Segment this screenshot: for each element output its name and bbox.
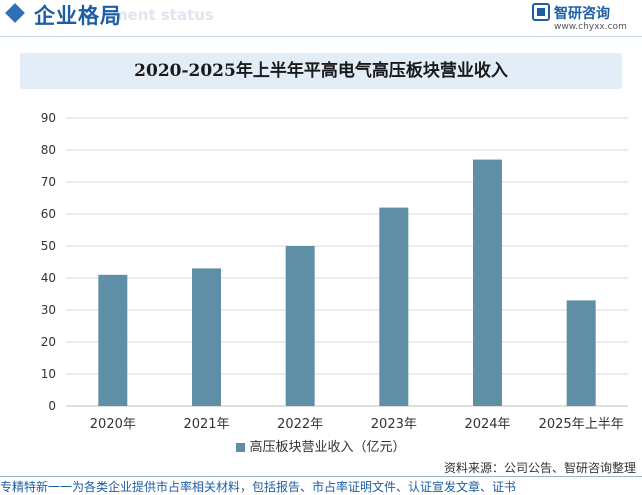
x-tick-label: 2023年 xyxy=(371,417,417,432)
bar xyxy=(285,246,315,406)
y-tick-label: 40 xyxy=(41,271,56,285)
page-header: ment status 企业格局 智研咨询 www.chyxx.com xyxy=(0,0,642,34)
x-tick-label: 2020年 xyxy=(90,417,136,432)
footer-divider xyxy=(0,476,642,477)
header-divider xyxy=(0,36,642,37)
x-tick-label: 2021年 xyxy=(183,417,229,432)
logo-icon xyxy=(532,3,550,21)
x-tick-label: 2024年 xyxy=(464,417,510,432)
footer-text: 专精特新一一为各类企业提供市占率相关材料，包括报告、市占率证明文件、认证宣发文章… xyxy=(0,480,517,494)
logo-name: 智研咨询 xyxy=(554,6,610,22)
bar xyxy=(379,207,409,406)
bar xyxy=(98,274,128,406)
y-tick-label: 0 xyxy=(48,399,56,413)
section-subtitle: ment status xyxy=(112,6,214,24)
section-title: 企业格局 xyxy=(34,4,122,28)
y-tick-label: 60 xyxy=(41,207,56,221)
source-note: 资料来源：公司公告、智研咨询整理 xyxy=(443,461,636,475)
x-tick-label: 2025年上半年 xyxy=(539,417,624,432)
y-tick-label: 70 xyxy=(41,175,56,189)
logo-url: www.chyxx.com xyxy=(554,22,627,32)
logo: 智研咨询 www.chyxx.com xyxy=(532,3,632,35)
x-tick-label: 2022年 xyxy=(277,417,323,432)
bar xyxy=(566,300,596,406)
chart-legend: 高压板块营业收入（亿元） xyxy=(0,436,642,455)
chart-title-band: 2020-2025年上半年平高电气高压板块营业收入 xyxy=(20,53,622,89)
y-tick-label: 20 xyxy=(41,335,56,349)
y-tick-label: 80 xyxy=(41,143,56,157)
legend-label: 高压板块营业收入（亿元） xyxy=(249,440,406,455)
y-tick-label: 10 xyxy=(41,367,56,381)
y-tick-label: 30 xyxy=(41,303,56,317)
bar xyxy=(192,268,221,406)
y-tick-label: 90 xyxy=(41,111,56,125)
chart-title: 2020-2025年上半年平高电气高压板块营业收入 xyxy=(134,61,508,81)
bar xyxy=(473,159,502,406)
legend-swatch xyxy=(236,443,246,452)
y-tick-label: 50 xyxy=(41,239,56,253)
